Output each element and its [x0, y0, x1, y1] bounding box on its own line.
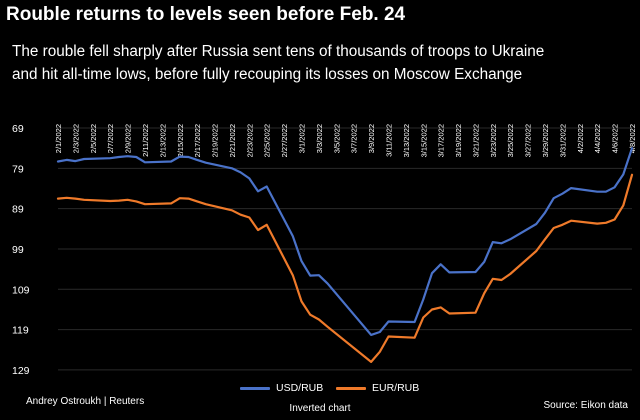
x-tick-label: 2/11/2022 [141, 124, 150, 157]
legend-label-usd: USD/RUB [276, 382, 324, 394]
x-tick-label: 3/29/2022 [541, 124, 550, 157]
x-tick-label: 2/21/2022 [228, 124, 237, 157]
x-tick-label: 2/13/2022 [158, 124, 167, 157]
x-tick-label: 3/11/2022 [385, 124, 394, 157]
chart-subtitle: The rouble fell sharply after Russia sen… [12, 40, 634, 86]
x-tick-label: 4/6/2022 [611, 124, 620, 153]
legend-item-usd: USD/RUB [240, 382, 323, 394]
y-tick-label: 89 [12, 204, 24, 216]
y-tick-label: 109 [12, 284, 30, 296]
subtitle-line-2: and hit all-time lows, before fully reco… [12, 66, 523, 83]
x-tick-label: 3/27/2022 [524, 124, 533, 157]
credit: Andrey Ostroukh | Reuters [26, 396, 145, 407]
chart-title: Rouble returns to levels seen before Feb… [6, 4, 406, 25]
eur-rub-line [56, 173, 634, 363]
x-tick-label: 3/17/2022 [437, 124, 446, 157]
inverted-note: Inverted chart [289, 403, 351, 414]
x-tick-label: 3/5/2022 [332, 124, 341, 153]
x-tick-label: 3/23/2022 [489, 124, 498, 157]
x-tick-label: 2/17/2022 [193, 124, 202, 157]
x-tick-label: 3/9/2022 [367, 124, 376, 153]
x-tick-label: 2/5/2022 [89, 124, 98, 153]
x-tick-label: 3/1/2022 [298, 124, 307, 153]
legend-swatch-eur [336, 386, 366, 390]
x-tick-label: 2/15/2022 [176, 124, 185, 157]
legend: USD/RUB EUR/RUB [0, 382, 640, 398]
y-tick-label: 99 [12, 244, 24, 256]
x-tick-label: 2/9/2022 [124, 124, 133, 153]
y-tick-label: 69 [12, 123, 24, 135]
subtitle-line-1: The rouble fell sharply after Russia sen… [12, 43, 545, 60]
x-tick-label: 3/15/2022 [419, 124, 428, 157]
x-tick-label: 2/3/2022 [71, 124, 80, 153]
x-tick-label: 2/19/2022 [211, 124, 220, 157]
x-tick-label: 4/2/2022 [576, 124, 585, 153]
legend-label-eur: EUR/RUB [372, 382, 420, 394]
x-tick-label: 2/1/2022 [54, 124, 63, 153]
y-tick-label: 129 [12, 365, 30, 377]
x-tick-label: 2/25/2022 [263, 124, 272, 157]
source: Source: Eikon data [543, 400, 629, 411]
y-tick-label: 79 [12, 163, 24, 175]
legend-item-eur: EUR/RUB [336, 382, 419, 394]
x-tick-label: 3/31/2022 [558, 124, 567, 157]
y-tick-label: 119 [12, 325, 29, 337]
x-tick-label: 3/19/2022 [454, 124, 463, 157]
x-tick-label: 3/21/2022 [472, 124, 481, 157]
x-tick-label: 4/4/2022 [593, 124, 602, 153]
x-tick-label: 2/7/2022 [106, 124, 115, 153]
x-tick-label: 3/7/2022 [350, 124, 359, 153]
x-tick-label: 3/13/2022 [402, 124, 411, 157]
x-tick-label: 3/25/2022 [506, 124, 515, 157]
legend-swatch-usd [240, 386, 270, 390]
usd-rub-line [56, 147, 634, 336]
x-tick-label: 3/3/2022 [315, 124, 324, 153]
x-tick-label: 4/8/2022 [628, 124, 637, 153]
x-tick-label: 2/27/2022 [280, 124, 289, 157]
x-tick-label: 2/23/2022 [245, 124, 254, 157]
